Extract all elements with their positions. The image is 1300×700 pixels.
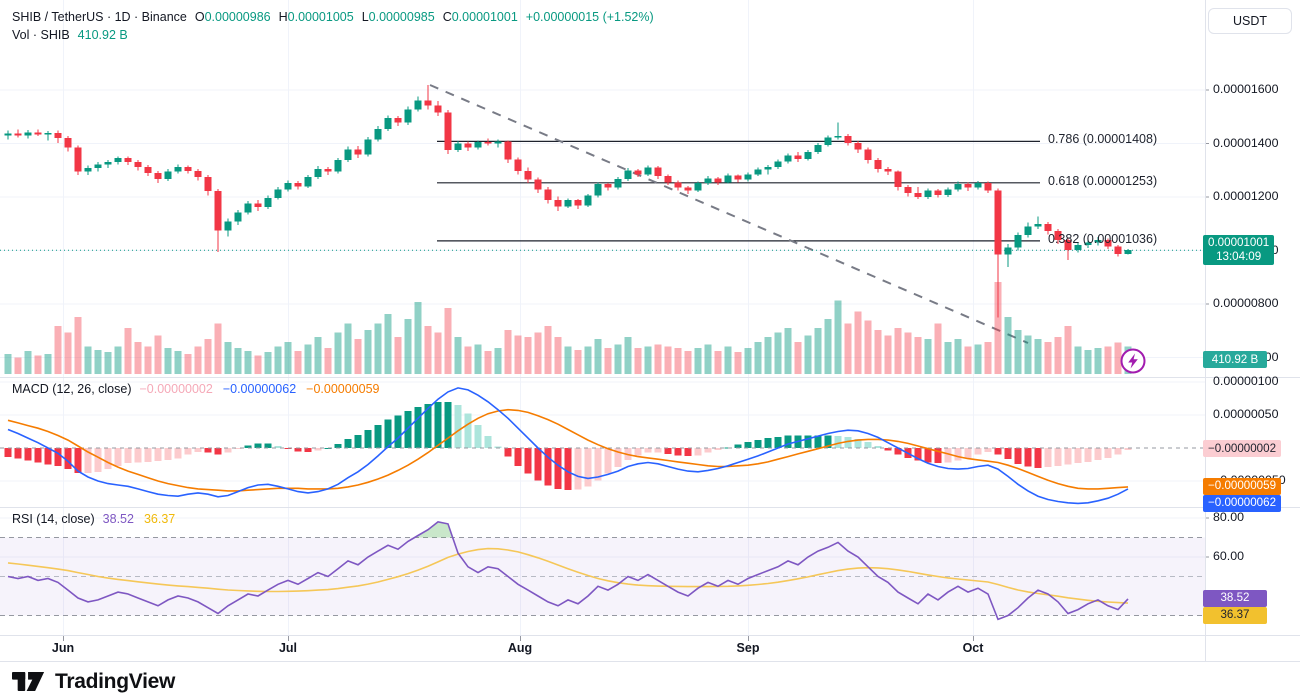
price-change: +0.00000015 (+1.52%) bbox=[525, 10, 654, 24]
candlestick-series bbox=[4, 84, 1132, 318]
ohlc-h: H 0.00001005 bbox=[278, 10, 354, 24]
rsi-band bbox=[0, 537, 1205, 616]
rsi-title: RSI (14, close) bbox=[12, 512, 95, 526]
ohlc-values: O 0.00000986 H 0.00001005 L 0.00000985 C 0.0000… bbox=[195, 10, 518, 24]
trendline[interactable] bbox=[429, 84, 1029, 344]
macd-value-badge-0: −0.00000002 bbox=[1203, 440, 1282, 458]
rsi-axis-label: 80.00 bbox=[1213, 510, 1245, 524]
macd-axis-label: 0.00000100 bbox=[1213, 374, 1279, 388]
ohlc-o: O 0.00000986 bbox=[194, 10, 271, 24]
macd-legend[interactable]: MACD (12, 26, close) −0.00000002 −0.00000… bbox=[12, 382, 380, 396]
macd-values-1: −0.00000062 bbox=[222, 382, 297, 396]
price-axis-label: 0.00000800 bbox=[1213, 296, 1279, 310]
time-axis-month-oct: Oct bbox=[962, 641, 984, 655]
tradingview-logo-text: TradingView bbox=[55, 669, 176, 693]
time-axis-month-aug: Aug bbox=[507, 641, 533, 655]
rsi-axis-label: 60.00 bbox=[1213, 549, 1245, 563]
fib-level-label-2: 0.382 (0.00001036) bbox=[1048, 231, 1158, 246]
rsi-value-badge-0: 38.52 bbox=[1203, 589, 1267, 607]
volume-series bbox=[4, 282, 1132, 374]
fib-level-label-1: 0.618 (0.00001253) bbox=[1048, 173, 1158, 188]
symbol-legend[interactable]: SHIB / TetherUS · 1D · Binance O 0.000009… bbox=[12, 10, 654, 24]
price-axis-label: 0.00001200 bbox=[1213, 189, 1279, 203]
price-axis-label: 0.00001600 bbox=[1213, 82, 1279, 96]
macd-axis-label: 0.00000050 bbox=[1213, 407, 1279, 421]
macd-pane bbox=[0, 387, 1205, 505]
symbol-title: SHIB / TetherUS · 1D · Binance bbox=[12, 10, 187, 24]
last-price-badge: 0.00001001 13:04:09 bbox=[1203, 235, 1275, 266]
volume-legend-label: Vol · SHIB bbox=[12, 28, 70, 42]
volume-legend[interactable]: Vol · SHIB 410.92 B bbox=[12, 28, 128, 42]
macd-title: MACD (12, 26, close) bbox=[12, 382, 132, 396]
tradingview-logo-icon bbox=[12, 672, 45, 691]
macd-value-badge-1: −0.00000059 bbox=[1203, 477, 1282, 495]
price-axis-label: 0.00001400 bbox=[1213, 135, 1279, 150]
rsi-values-0: 38.52 bbox=[102, 512, 134, 526]
rsi-legend[interactable]: RSI (14, close) 38.52 36.37 bbox=[12, 512, 175, 526]
volume-legend-value: 410.92 B bbox=[77, 28, 128, 42]
flash-boost-icon[interactable] bbox=[1119, 347, 1147, 375]
time-axis-month-jul: Jul bbox=[278, 641, 298, 655]
rsi-value-badge-1: 36.37 bbox=[1203, 606, 1267, 624]
time-axis-month-jun: Jun bbox=[51, 641, 75, 655]
pane-separators bbox=[0, 0, 1300, 662]
tradingview-logo[interactable]: TradingView bbox=[12, 668, 175, 695]
ohlc-c: C 0.00001001 bbox=[442, 10, 518, 24]
rsi-values-1: 36.37 bbox=[143, 512, 176, 526]
macd-values: −0.00000002 −0.00000062 −0.00000059 bbox=[139, 382, 379, 396]
macd-values-0: −0.00000002 bbox=[139, 382, 213, 396]
rsi-pane bbox=[7, 521, 1129, 621]
ohlc-l: L 0.00000985 bbox=[361, 10, 435, 24]
time-axis-month-sep: Sep bbox=[736, 641, 760, 655]
macd-value-badge-2: −0.00000062 bbox=[1203, 494, 1282, 512]
fib-level-label-0: 0.786 (0.00001408) bbox=[1048, 132, 1158, 147]
macd-values-2: −0.00000059 bbox=[306, 382, 380, 396]
currency-toggle-button[interactable]: USDT bbox=[1208, 8, 1292, 34]
rsi-values: 38.52 36.37 bbox=[103, 512, 176, 526]
gridlines bbox=[0, 0, 1209, 641]
volume-value-badge: 410.92 B bbox=[1203, 351, 1267, 368]
